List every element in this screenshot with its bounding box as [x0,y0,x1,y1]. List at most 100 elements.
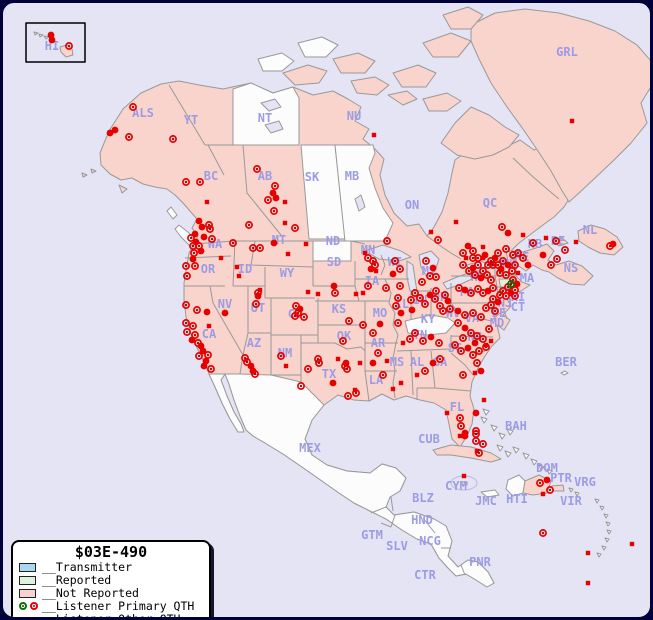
qth-marker[interactable] [482,304,490,312]
qth-marker[interactable] [282,199,288,205]
qth-marker[interactable] [446,305,454,313]
qth-marker[interactable] [436,355,444,363]
qth-marker[interactable] [198,223,206,231]
qth-marker[interactable] [48,36,56,44]
qth-marker[interactable] [479,289,487,297]
qth-marker[interactable] [514,249,522,257]
qth-marker[interactable] [272,194,280,202]
qth-marker[interactable] [195,217,203,225]
qth-marker[interactable] [197,247,205,255]
qth-marker[interactable] [434,236,442,244]
qth-marker[interactable] [477,274,485,282]
qth-marker[interactable] [394,294,402,302]
qth-marker[interactable] [360,290,366,296]
qth-marker[interactable] [192,238,200,246]
qth-marker[interactable] [481,397,487,403]
qth-marker[interactable] [474,285,482,293]
qth-marker[interactable] [475,347,483,355]
qth-marker[interactable] [183,328,191,336]
qth-marker[interactable] [585,580,591,586]
qth-marker[interactable] [408,306,416,314]
qth-marker[interactable] [477,313,485,321]
qth-marker[interactable] [455,284,463,292]
qth-marker[interactable] [481,251,489,259]
qth-marker[interactable] [352,389,360,397]
qth-marker[interactable] [489,261,497,269]
qth-marker[interactable] [200,233,208,241]
qth-marker[interactable] [498,223,506,231]
qth-marker[interactable] [331,289,339,297]
qth-marker[interactable] [441,291,449,299]
qth-marker[interactable] [485,325,493,333]
qth-marker[interactable] [269,189,277,197]
qth-marker[interactable] [277,352,285,360]
qth-marker[interactable] [344,392,352,400]
qth-marker[interactable] [65,42,73,50]
qth-marker[interactable] [513,280,521,288]
qth-marker[interactable] [304,365,312,373]
qth-marker[interactable] [454,319,462,327]
qth-marker[interactable] [283,363,289,369]
qth-marker[interactable] [475,449,483,457]
qth-marker[interactable] [419,337,427,345]
qth-marker[interactable] [479,267,487,275]
qth-marker[interactable] [471,339,479,347]
qth-marker[interactable] [469,247,477,255]
qth-marker[interactable] [236,273,242,279]
qth-marker[interactable] [254,292,262,300]
qth-marker[interactable] [459,371,467,379]
qth-marker[interactable] [467,329,475,337]
qth-marker[interactable] [427,333,435,341]
qth-marker[interactable] [234,264,240,270]
qth-marker[interactable] [391,257,399,265]
qth-marker[interactable] [270,207,278,215]
qth-marker[interactable] [529,239,537,247]
qth-marker[interactable] [111,126,119,134]
qth-marker[interactable] [573,239,579,245]
qth-marker[interactable] [373,268,379,274]
qth-marker[interactable] [431,295,439,303]
qth-marker[interactable] [397,309,405,317]
qth-marker[interactable] [188,336,196,344]
qth-marker[interactable] [536,479,544,487]
qth-marker[interactable] [464,242,472,250]
qth-marker[interactable] [271,182,279,190]
qth-marker[interactable] [390,386,396,392]
qth-marker[interactable] [472,437,480,445]
qth-marker[interactable] [457,433,463,439]
qth-marker[interactable] [432,287,440,295]
qth-marker[interactable] [483,271,491,279]
qth-marker[interactable] [511,261,519,269]
qth-marker[interactable] [339,337,347,345]
qth-marker[interactable] [200,362,208,370]
qth-marker[interactable] [204,351,212,359]
qth-marker[interactable] [539,529,547,537]
qth-marker[interactable] [106,129,114,137]
qth-marker[interactable] [426,291,434,299]
qth-marker[interactable] [396,282,404,290]
qth-marker[interactable] [191,331,199,339]
qth-marker[interactable] [182,178,190,186]
qth-marker[interactable] [467,289,475,297]
qth-marker[interactable] [515,270,521,276]
qth-marker[interactable] [291,312,299,320]
qth-marker[interactable] [129,103,137,111]
qth-marker[interactable] [539,251,547,259]
qth-marker[interactable] [569,118,575,124]
qth-marker[interactable] [457,347,465,355]
qth-marker[interactable] [507,280,515,288]
qth-marker[interactable] [520,232,526,238]
qth-marker[interactable] [499,257,507,265]
qth-marker[interactable] [461,473,467,479]
qth-marker[interactable] [454,307,462,315]
qth-marker[interactable] [459,334,467,342]
qth-marker[interactable] [396,265,404,273]
qth-marker[interactable] [376,320,384,328]
qth-marker[interactable] [256,244,264,252]
qth-marker[interactable] [218,255,224,261]
qth-marker[interactable] [369,359,377,367]
qth-marker[interactable] [480,244,486,250]
qth-marker[interactable] [553,255,561,263]
qth-marker[interactable] [183,272,191,280]
qth-marker[interactable] [194,339,202,347]
